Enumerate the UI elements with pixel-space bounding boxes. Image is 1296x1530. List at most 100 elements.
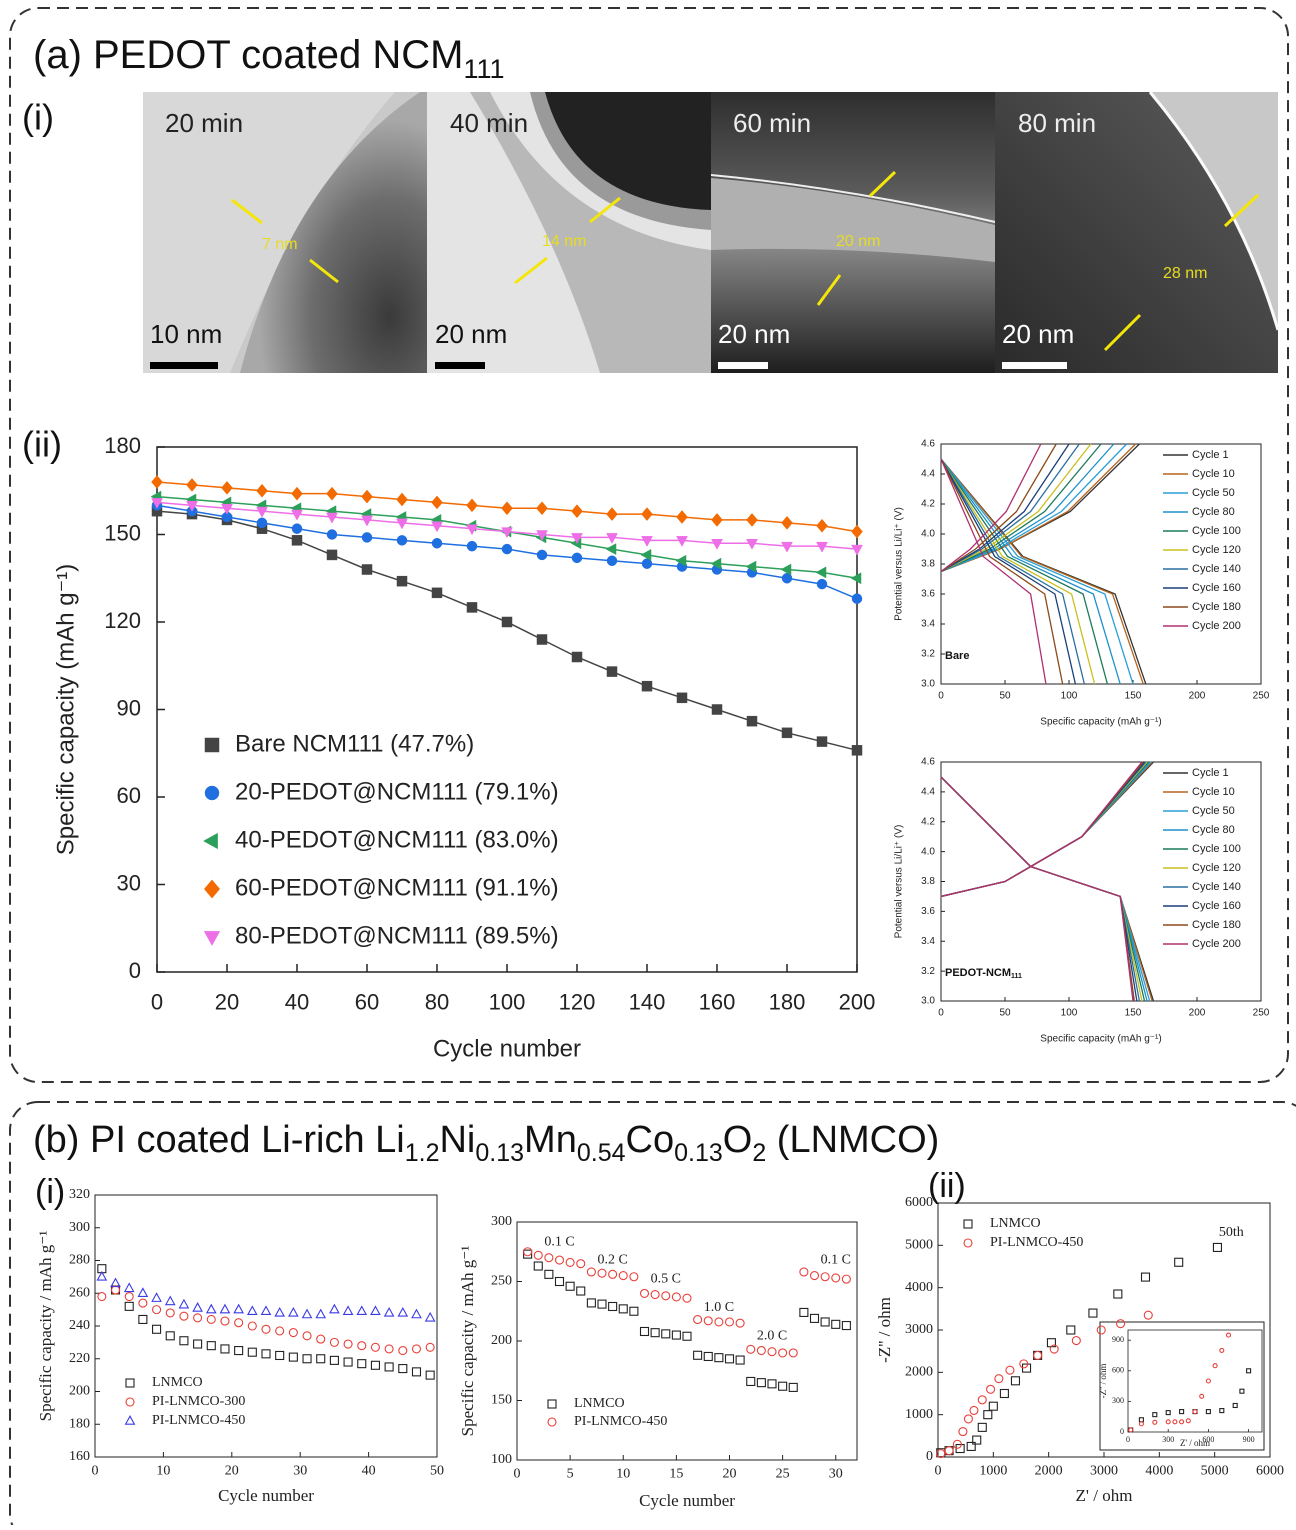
marker — [710, 557, 722, 570]
x-tick-label: 3000 — [1090, 1463, 1118, 1478]
marker — [788, 1382, 798, 1392]
tem-image — [427, 92, 711, 373]
marker — [411, 1367, 422, 1377]
marker — [986, 1384, 996, 1394]
marker — [1140, 1272, 1151, 1282]
marker — [291, 486, 303, 501]
panel-label: (ii) — [928, 1167, 966, 1205]
marker — [316, 1354, 326, 1364]
marker — [384, 1362, 394, 1372]
chart-label-text: PEDOT-NCM — [945, 967, 1011, 979]
annotation: 50th — [1219, 1225, 1244, 1240]
x-tick-label: 20 — [215, 989, 239, 1014]
marker — [608, 1269, 618, 1279]
marker — [781, 573, 793, 584]
marker — [682, 1331, 692, 1341]
marker — [963, 1414, 973, 1424]
marker — [767, 1379, 777, 1389]
marker — [952, 1439, 962, 1449]
marker — [820, 1272, 830, 1282]
y-tick-label: 4.6 — [921, 757, 935, 768]
marker — [809, 1313, 820, 1323]
series-line — [940, 761, 1143, 1002]
marker — [193, 1339, 203, 1349]
y-tick-label: 4.0 — [921, 846, 935, 857]
marker — [138, 1314, 148, 1324]
marker — [641, 507, 653, 521]
marker — [203, 832, 218, 850]
marker — [256, 483, 268, 498]
marker — [576, 1259, 586, 1269]
marker — [1205, 1409, 1211, 1415]
title-sub: 1.2 — [405, 1139, 440, 1167]
marker — [256, 517, 268, 529]
marker — [411, 1344, 422, 1354]
marker — [983, 1410, 993, 1420]
marker — [735, 1355, 745, 1365]
marker — [383, 1306, 395, 1317]
y-tick-label: 150 — [104, 520, 141, 545]
marker — [831, 1273, 841, 1283]
legend-label: LNMCO — [574, 1396, 625, 1411]
title-part: Mn — [524, 1119, 577, 1161]
series-line — [940, 443, 1096, 685]
marker — [816, 736, 828, 747]
marker — [221, 504, 233, 515]
tem-scale: 20 nm — [1002, 319, 1074, 349]
marker — [1192, 1409, 1198, 1415]
marker — [247, 1347, 257, 1357]
marker — [851, 745, 863, 756]
marker — [1096, 1325, 1106, 1335]
legend-label: Cycle 80 — [1192, 824, 1235, 836]
x-tick-label: 100 — [1061, 691, 1078, 702]
marker — [547, 1399, 557, 1409]
marker — [781, 541, 793, 553]
legend-label: LNMCO — [990, 1216, 1041, 1231]
x-tick-label: 600 — [1202, 1435, 1214, 1444]
y-tick-label: 260 — [69, 1285, 90, 1300]
y-tick-label: 250 — [491, 1274, 512, 1289]
x-axis-label: Cycle number — [433, 1035, 581, 1062]
x-tick-label: 0 — [151, 989, 163, 1014]
marker — [137, 1287, 149, 1297]
y-tick-label: 4.0 — [921, 529, 935, 540]
legend-label: Cycle 200 — [1192, 938, 1241, 950]
x-tick-label: 250 — [1253, 1008, 1270, 1019]
marker — [618, 1304, 628, 1314]
marker — [809, 1271, 820, 1281]
marker — [711, 704, 723, 715]
marker — [571, 651, 583, 663]
y-axis-label: Specific capacity / mAh g⁻¹ — [36, 1231, 55, 1422]
title-sub: 0.13 — [674, 1139, 723, 1167]
y-tick-label: 30 — [117, 870, 141, 895]
y-tick-label: 4.4 — [921, 469, 935, 480]
y-tick-label: 4.6 — [921, 439, 935, 450]
legend-label: 20-PEDOT@NCM111 (79.1%) — [235, 778, 559, 805]
plot-series — [1128, 1332, 1252, 1433]
x-tick-label: 0 — [514, 1466, 521, 1481]
marker — [851, 524, 863, 539]
marker — [724, 1317, 735, 1327]
marker — [1066, 1325, 1076, 1335]
marker — [597, 1268, 607, 1278]
marker — [816, 541, 828, 553]
marker — [851, 593, 863, 604]
series-line — [940, 443, 1047, 685]
y-tick-label: 3.4 — [921, 619, 935, 630]
inset-frame — [1099, 1321, 1265, 1451]
y-tick-label: 5000 — [905, 1238, 933, 1253]
marker — [326, 529, 338, 540]
marker — [326, 549, 338, 561]
y-tick-label: 320 — [69, 1187, 90, 1202]
marker — [1174, 1257, 1184, 1267]
plot-series — [150, 475, 863, 756]
marker — [1046, 1338, 1056, 1348]
legend-label: 40-PEDOT@NCM111 (83.0%) — [235, 826, 559, 853]
marker — [256, 506, 268, 518]
y-tick-label: 2000 — [905, 1365, 933, 1380]
marker — [1185, 1418, 1191, 1424]
marker — [206, 1341, 216, 1351]
marker — [274, 1306, 286, 1317]
marker — [820, 1317, 830, 1327]
